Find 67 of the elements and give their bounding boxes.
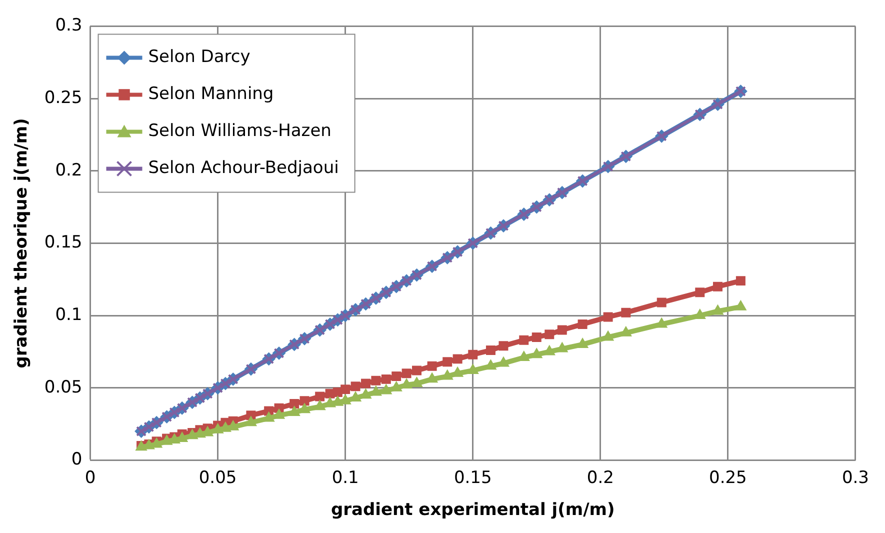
x-tick-label: 0: [84, 468, 96, 488]
point: [656, 298, 666, 308]
point: [412, 366, 422, 376]
y-tick-label: 0.1: [55, 304, 82, 325]
point: [519, 335, 529, 345]
y-tick-label: 0: [71, 450, 82, 470]
point: [360, 388, 372, 399]
point: [621, 308, 631, 318]
x-tick-label: 0.25: [709, 468, 747, 488]
point: [532, 332, 542, 342]
legend-label: Selon Achour-Bedjaoui: [148, 158, 339, 178]
point: [713, 282, 722, 292]
point: [340, 384, 350, 394]
x-tick-label: 0.1: [332, 468, 359, 488]
x-tick-label: 0.15: [454, 468, 492, 488]
point: [314, 400, 326, 410]
x-tick-label: 0.2: [586, 468, 614, 488]
point: [411, 377, 422, 388]
point: [712, 304, 724, 315]
point: [381, 374, 391, 384]
point: [360, 378, 370, 388]
point: [530, 348, 542, 358]
point: [288, 406, 300, 416]
point: [263, 412, 274, 422]
point: [392, 372, 402, 382]
point: [544, 330, 554, 340]
y-tick-label: 0.25: [44, 88, 82, 108]
point: [402, 368, 412, 378]
point: [498, 341, 508, 351]
y-tick-label: 0.2: [55, 160, 82, 180]
point: [427, 361, 437, 371]
point: [695, 288, 705, 298]
x-tick-label: 0.05: [198, 468, 237, 488]
point: [485, 360, 496, 370]
x-axis-title: gradient experimental j(m/m): [330, 500, 615, 520]
point: [290, 399, 300, 409]
point: [245, 416, 257, 426]
point: [735, 300, 746, 310]
point: [442, 370, 454, 380]
point: [578, 319, 588, 329]
point: [556, 342, 568, 352]
point: [350, 382, 360, 392]
legend-label: Selon Manning: [148, 84, 274, 104]
y-tick-label: 0.15: [44, 232, 82, 253]
y-axis-title: gradient theorique j(m/m): [12, 118, 32, 368]
point: [557, 325, 567, 335]
point: [498, 356, 510, 367]
point: [300, 396, 310, 406]
point: [298, 403, 310, 414]
point: [468, 350, 478, 360]
point: [467, 364, 479, 374]
point: [544, 345, 556, 356]
y-tick-label: 0.05: [44, 377, 82, 398]
point: [576, 338, 588, 348]
legend-label: Selon Williams-Hazen: [148, 121, 332, 142]
legend-label: Selon Darcy: [148, 47, 250, 68]
point: [380, 384, 392, 394]
x-tick-label: 0.3: [842, 468, 870, 488]
point: [315, 392, 325, 402]
point: [371, 376, 381, 386]
point: [603, 312, 613, 322]
y-tick-label: 0.3: [55, 16, 82, 36]
point: [452, 354, 462, 364]
point: [736, 276, 746, 286]
point: [442, 357, 452, 367]
point: [486, 346, 496, 355]
point: [656, 318, 668, 328]
